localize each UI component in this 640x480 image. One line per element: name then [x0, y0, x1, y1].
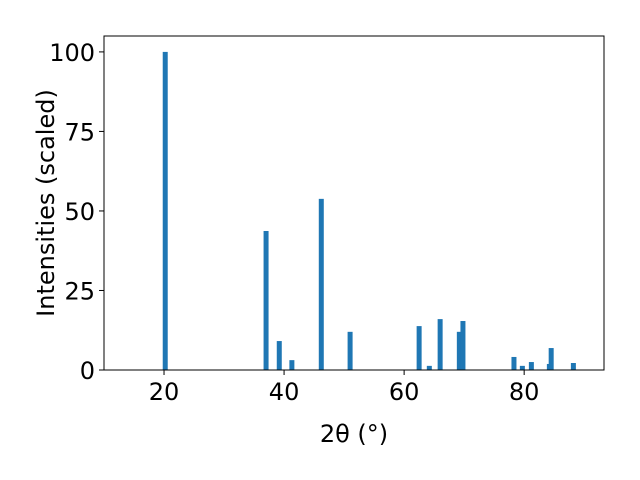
y-tick-label: 50 [64, 198, 95, 226]
bar [511, 356, 517, 370]
y-tick-label: 25 [64, 277, 95, 305]
bar [519, 365, 525, 370]
plot-frame [103, 35, 605, 371]
bar [528, 362, 534, 370]
bar [347, 331, 353, 370]
bar [416, 326, 422, 370]
x-tick-label: 40 [269, 378, 300, 406]
y-tick-label: 100 [49, 39, 95, 67]
bar [548, 348, 554, 370]
x-tick-label: 20 [149, 378, 180, 406]
bar [318, 198, 324, 370]
bar [460, 321, 466, 370]
bar [437, 319, 443, 370]
bar [426, 365, 432, 370]
bar [456, 331, 462, 370]
x-tick-label: 80 [509, 378, 540, 406]
x-tick-label: 60 [389, 378, 420, 406]
bar [263, 230, 269, 370]
y-axis-label: Intensities (scaled) [32, 89, 60, 317]
bar [289, 360, 295, 370]
bar [162, 51, 168, 371]
x-axis-label: 2θ (°) [320, 420, 388, 448]
bar [276, 341, 282, 370]
y-tick-label: 75 [64, 118, 95, 146]
bar [570, 363, 576, 370]
y-tick-label: 0 [80, 357, 95, 385]
